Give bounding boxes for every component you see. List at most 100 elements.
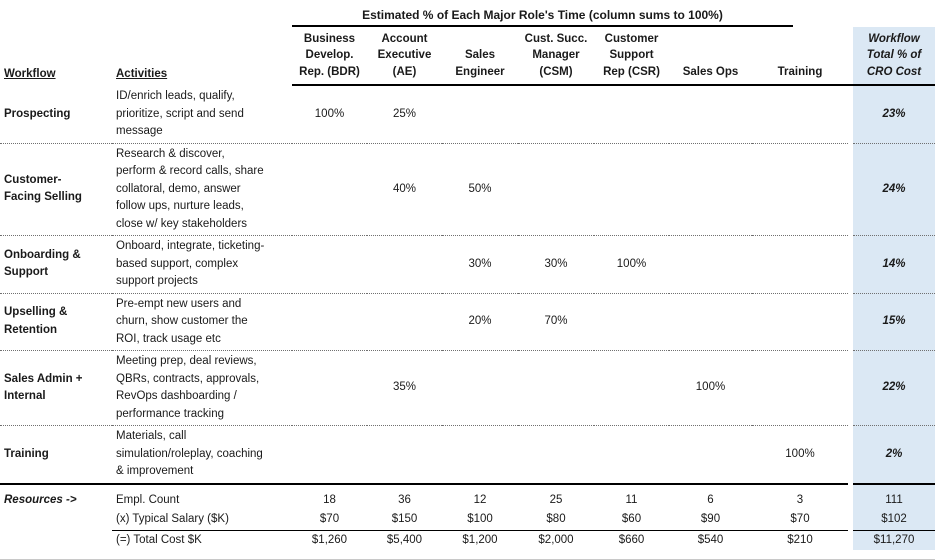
salary-cell-training: $70	[790, 513, 810, 525]
pct-cell-ae	[367, 236, 442, 294]
salary-cell-sales-ops: $90	[700, 513, 721, 525]
table-row-training: Training Materials, call simulation/role…	[0, 426, 935, 485]
cost-total-cell: $11,270	[853, 529, 935, 550]
pct-cell-sales-ops	[669, 426, 752, 485]
resource-row-label: Empl. Count	[116, 493, 180, 506]
pct-cell-csm: 70%	[518, 294, 594, 351]
pct-cell-ae	[367, 426, 442, 485]
pct-cell-bdr	[292, 236, 367, 294]
title-row: Estimated % of Each Major Role's Time (c…	[0, 0, 935, 27]
salary-cell-csm: $80	[546, 513, 566, 525]
pct-cell-ae: 25%	[367, 86, 442, 144]
cost-cell-sales-ops: $540	[669, 529, 752, 550]
salary-cell-ae: $150	[391, 513, 418, 525]
pct-cell-ae	[367, 294, 442, 351]
pct-cell-sales-ops	[669, 86, 752, 144]
resource-row-label: (=) Total Cost $K	[112, 529, 292, 550]
pct-cell-csr: 100%	[594, 236, 669, 294]
count-total-cell: 111	[853, 484, 935, 509]
column-header-workflow-total: Workflow Total % of CRO Cost	[853, 27, 935, 86]
count-cell-bdr: 18	[323, 493, 336, 506]
empty-cell	[0, 530, 112, 550]
resources-label: Resources ->	[4, 493, 77, 506]
table-title: Estimated % of Each Major Role's Time (c…	[292, 0, 793, 27]
table-row-sales-admin-internal: Sales Admin + Internal Meeting prep, dea…	[0, 351, 935, 426]
table-row-customer-facing-selling: Customer- Facing Selling Research & disc…	[0, 143, 935, 236]
activities-cell: Materials, call simulation/roleplay, coa…	[112, 426, 292, 485]
cost-cell-sales-engineer: $1,200	[442, 529, 518, 550]
pct-cell-sales-engineer	[442, 426, 518, 485]
table-row-onboarding-support: Onboarding & Support Onboard, integrate,…	[0, 236, 935, 294]
column-header-activities: Activities	[116, 67, 168, 80]
pct-cell-sales-ops	[669, 294, 752, 351]
pct-cell-sales-ops	[669, 144, 752, 236]
count-cell-sales-ops: 6	[707, 493, 714, 506]
pct-cell-csr	[594, 86, 669, 144]
cost-cell-training: $210	[752, 529, 848, 550]
activities-cell: Pre-empt new users and churn, show custo…	[112, 294, 292, 351]
pct-cell-ae: 35%	[367, 351, 442, 426]
pct-cell-training	[752, 86, 848, 144]
workflow-total-cell: 24%	[853, 143, 935, 236]
pct-cell-bdr	[292, 351, 367, 426]
bottom-divider	[0, 558, 935, 560]
workflow-total-cell: 15%	[853, 293, 935, 351]
pct-cell-sales-engineer: 30%	[442, 236, 518, 294]
column-header-ae: Account Executive (AE)	[367, 27, 442, 86]
cost-cell-bdr: $1,260	[292, 529, 367, 550]
pct-cell-csm	[518, 144, 594, 236]
pct-cell-bdr	[292, 144, 367, 236]
column-header-csm: Cust. Succ. Manager (CSM)	[518, 27, 594, 86]
workflow-total-cell: 2%	[853, 426, 935, 485]
resource-row-label: (x) Typical Salary ($K)	[116, 513, 229, 525]
pct-cell-csr	[594, 426, 669, 485]
pct-cell-csr	[594, 351, 669, 426]
column-header-csr: Customer Support Rep (CSR)	[594, 27, 669, 86]
pct-cell-csr	[594, 294, 669, 351]
column-header-sales-ops: Sales Ops	[669, 27, 752, 86]
pct-cell-sales-engineer	[442, 86, 518, 144]
salary-cell-sales-engineer: $100	[467, 513, 493, 525]
pct-cell-ae: 40%	[367, 144, 442, 236]
count-cell-sales-engineer: 12	[473, 493, 487, 506]
pct-cell-training	[752, 236, 848, 294]
pct-cell-training	[752, 294, 848, 351]
activities-cell: Research & discover, perform & record ca…	[112, 144, 292, 236]
pct-cell-training	[752, 351, 848, 426]
workflow-cell: Upselling & Retention	[0, 294, 112, 351]
cost-cell-csr: $660	[594, 529, 669, 550]
pct-cell-csm: 30%	[518, 236, 594, 294]
activities-cell: ID/enrich leads, qualify, prioritize, sc…	[112, 86, 292, 144]
workflow-total-cell: 14%	[853, 236, 935, 294]
pct-cell-training	[752, 144, 848, 236]
workflow-cell: Customer- Facing Selling	[0, 144, 112, 236]
table-row-upselling-retention: Upselling & Retention Pre-empt new users…	[0, 293, 935, 351]
count-cell-csr: 11	[625, 493, 638, 506]
workflow-cell: Sales Admin + Internal	[0, 351, 112, 426]
pct-cell-bdr	[292, 426, 367, 485]
column-header-workflow: Workflow	[4, 67, 56, 80]
salary-total-cell: $102	[853, 508, 935, 530]
table-row-typical-salary: (x) Typical Salary ($K) $70 $150 $100 $8…	[0, 508, 935, 530]
pct-cell-sales-engineer: 20%	[442, 294, 518, 351]
pct-cell-csm	[518, 351, 594, 426]
column-header-training: Training	[752, 27, 848, 86]
table-row-empl-count: Resources -> Empl. Count 18 36 12 25 11 …	[0, 484, 935, 509]
workflow-cell: Training	[0, 426, 112, 485]
activities-cell: Onboard, integrate, ticketing- based sup…	[112, 236, 292, 294]
pct-cell-csm	[518, 426, 594, 485]
workflow-cell: Prospecting	[0, 86, 112, 144]
pct-cell-csm	[518, 86, 594, 144]
workflow-cell: Onboarding & Support	[0, 236, 112, 294]
salary-cell-csr: $60	[621, 513, 642, 525]
count-cell-training: 3	[796, 493, 804, 506]
header-gap	[848, 27, 853, 86]
count-cell-csm: 25	[549, 493, 563, 506]
empty-cell	[0, 509, 112, 530]
pct-cell-csr	[594, 144, 669, 236]
workflow-total-cell: 22%	[853, 351, 935, 426]
pct-cell-sales-ops: 100%	[669, 351, 752, 426]
pct-cell-bdr	[292, 294, 367, 351]
count-cell-ae: 36	[398, 493, 411, 506]
